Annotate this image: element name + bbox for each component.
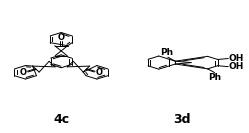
Text: O: O	[20, 68, 27, 77]
Text: OH: OH	[229, 54, 244, 63]
Text: O: O	[96, 68, 103, 77]
Text: Ph: Ph	[209, 73, 222, 82]
Text: 4c: 4c	[53, 113, 69, 126]
Text: Ph: Ph	[160, 48, 173, 57]
Text: OH: OH	[229, 62, 244, 71]
Text: 3d: 3d	[173, 113, 191, 126]
Text: O: O	[58, 33, 65, 42]
